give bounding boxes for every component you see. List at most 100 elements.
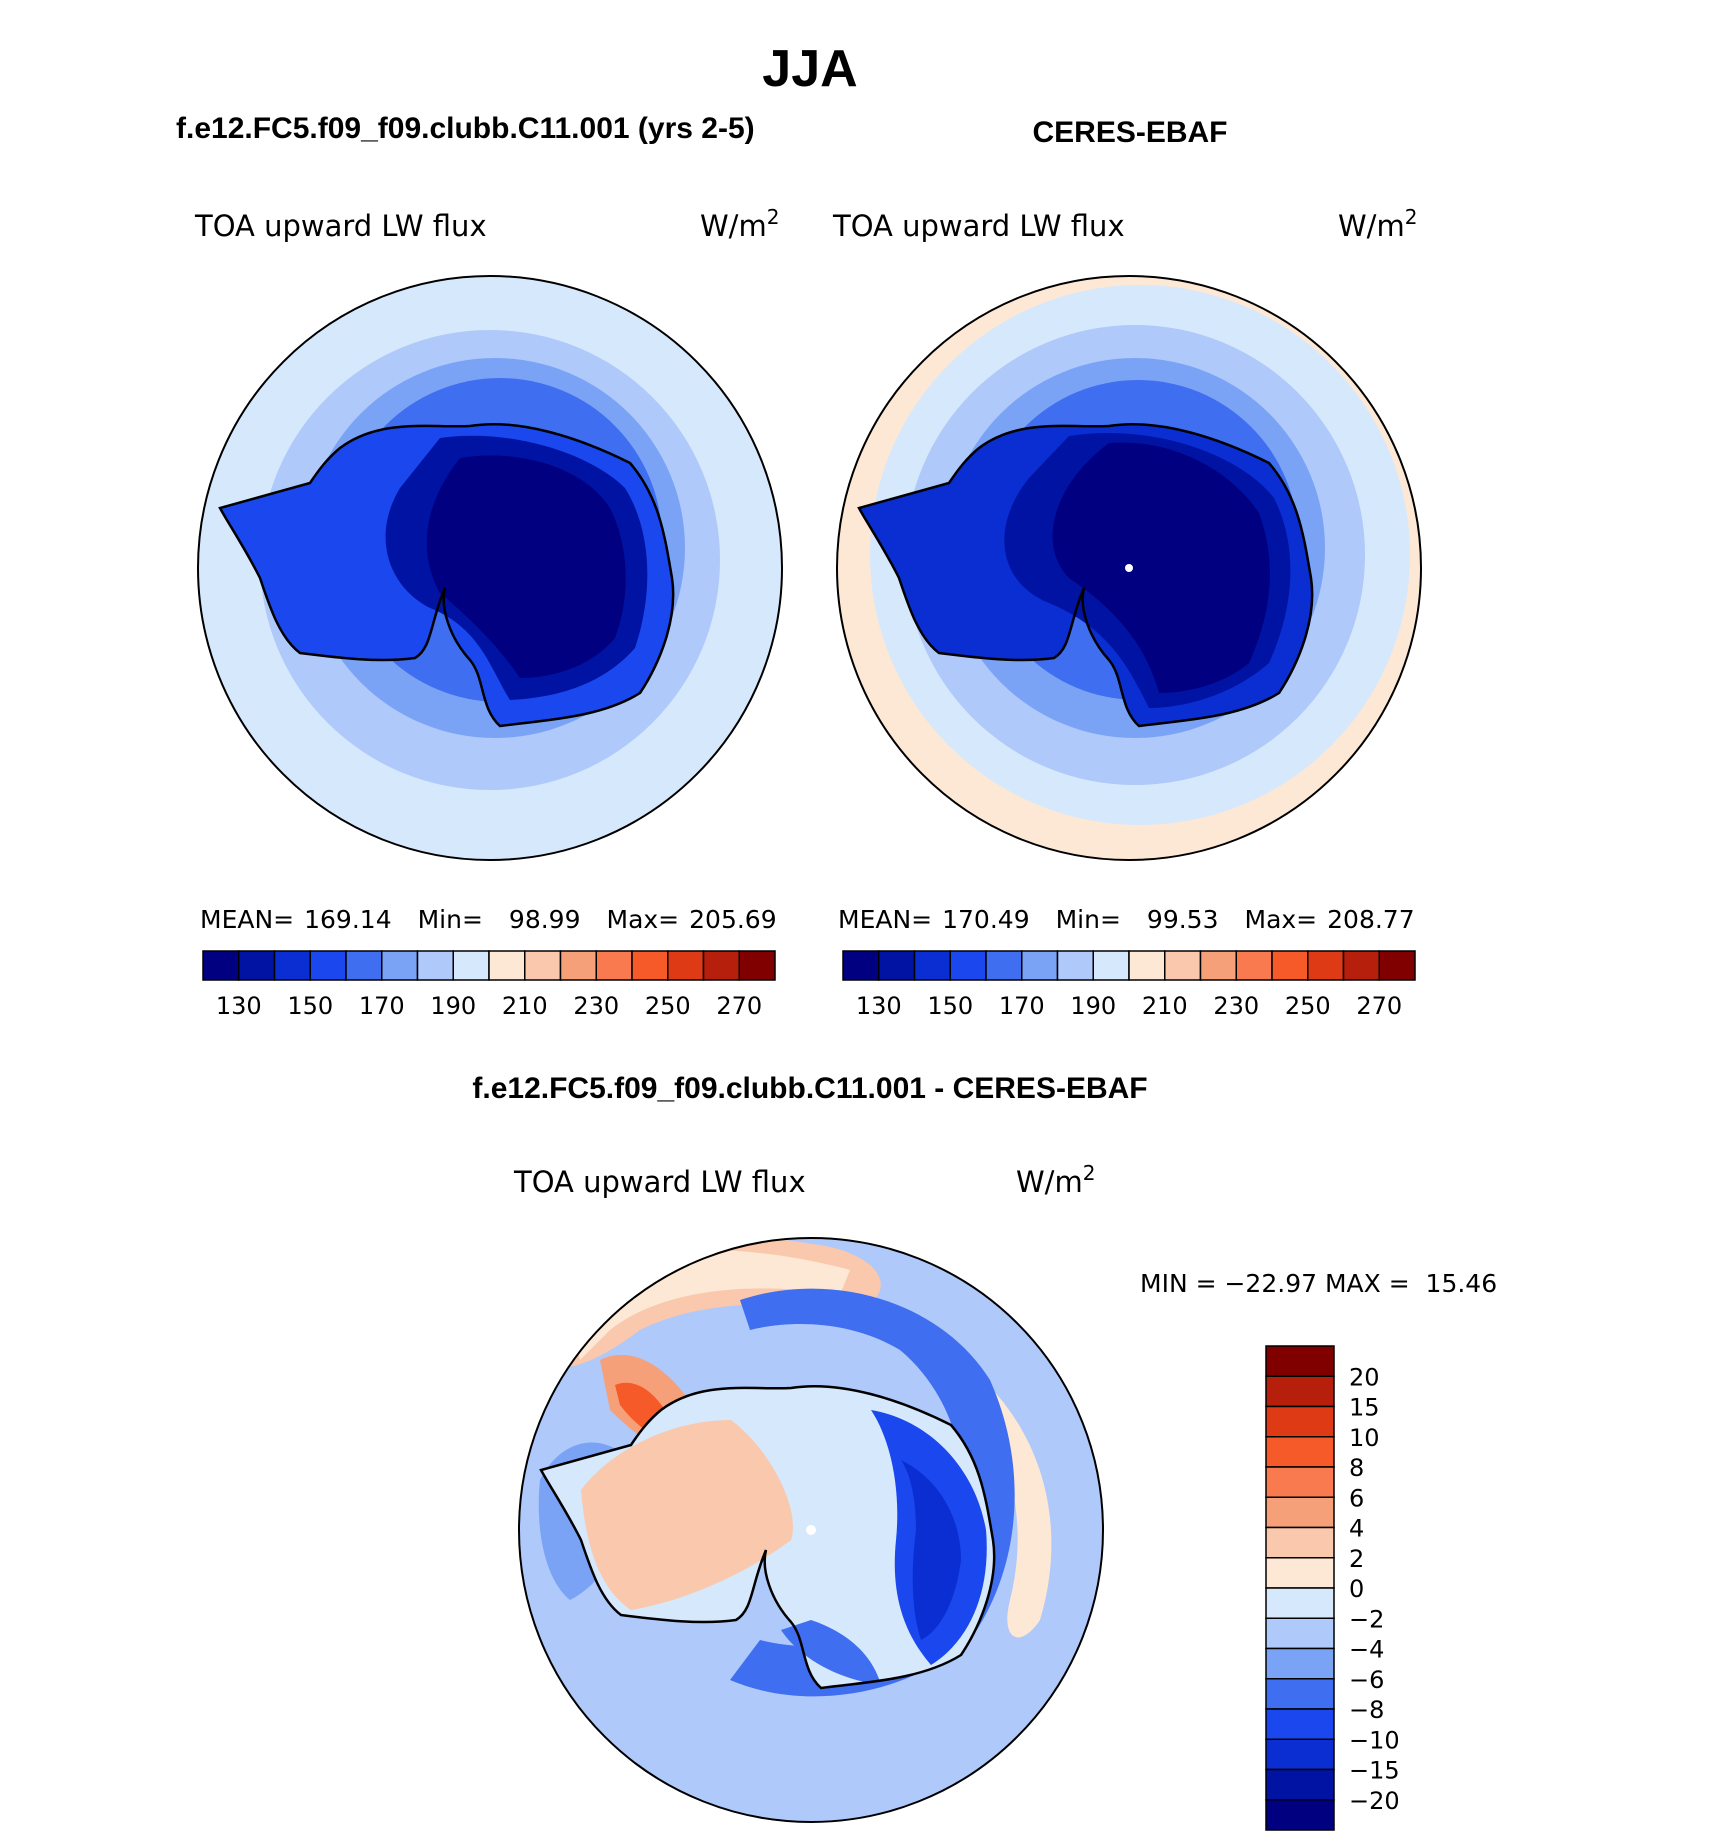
diff-colorbar-tick-label: −2 [1349, 1605, 1384, 1633]
model-colorbar-box-6 [416, 950, 454, 981]
diff-colorbar-box-5 [1265, 1496, 1335, 1529]
diff-panel: TOA upward LW flux W/m2 MIN = −22.97 MAX… [513, 1161, 1497, 1831]
model-colorbar-box-10 [559, 950, 597, 981]
model-units-label: W/m2 [700, 205, 779, 243]
diff-colorbar-box-0 [1265, 1345, 1335, 1377]
model-plateau-core [426, 455, 626, 678]
model-colorbar-tick-label: 170 [359, 992, 405, 1020]
diff-colorbar-box-11 [1265, 1678, 1335, 1710]
diff-cool-ross-sector [781, 1620, 881, 1685]
diff-colorbar-tick-label: 15 [1349, 1394, 1380, 1422]
model-colorbar-tick-label: 130 [216, 992, 262, 1020]
obs-colorbar-box-8 [1128, 950, 1166, 981]
model-colorbar-box-9 [524, 950, 562, 981]
obs-colorbar-box-0 [842, 950, 880, 981]
obs-colorbar-box-2 [913, 950, 951, 981]
diff-colorbar-box-10 [1265, 1647, 1335, 1680]
diff-colorbar-tick-label: 0 [1349, 1575, 1364, 1603]
model-panel-title: f.e12.FC5.f09_f09.clubb.C11.001 (yrs 2-5… [176, 112, 755, 145]
diff-colorbar-box-6 [1265, 1526, 1335, 1559]
diff-warm-west-antarctica [581, 1420, 793, 1610]
obs-colorbar-box-7 [1092, 950, 1130, 981]
obs-colorbar-box-3 [949, 950, 987, 981]
obs-panel: TOA upward LW flux W/m2 MEAN= 170.49 Min= 9… [832, 205, 1422, 1020]
model-colorbar-box-1 [238, 950, 276, 981]
model-colorbar-box-0 [202, 950, 240, 981]
diff-colorbar-box-15 [1265, 1799, 1335, 1831]
diff-colorbar-box-13 [1265, 1738, 1335, 1771]
model-colorbar-box-5 [381, 950, 419, 981]
obs-stats: MEAN= 170.49 Min= 99.53 Max= 208.77 [838, 905, 1415, 934]
obs-colorbar-box-11 [1235, 950, 1273, 981]
diff-map [519, 1238, 1103, 1822]
diff-colorbar-box-9 [1265, 1617, 1335, 1650]
obs-colorbar-tick-label: 210 [1142, 992, 1188, 1020]
diff-colorbar-tick-label: −15 [1349, 1757, 1400, 1785]
diff-map-border [518, 1237, 1104, 1823]
diff-stats: MIN = −22.97 MAX = 15.46 [1140, 1269, 1497, 1298]
model-colorbar-box-15 [738, 950, 776, 981]
diff-colorbar-tick-label: −8 [1349, 1696, 1384, 1724]
diff-pole-marker [806, 1525, 816, 1535]
diff-colorbar-box-3 [1265, 1436, 1335, 1468]
obs-variable-label: TOA upward LW flux [832, 209, 1125, 243]
diff-colorbar-box-8 [1265, 1587, 1335, 1619]
obs-colorbar-box-1 [878, 950, 916, 981]
diff-variable-label: TOA upward LW flux [513, 1165, 806, 1199]
model-colorbar-box-7 [452, 950, 490, 981]
obs-colorbar-box-14 [1342, 950, 1380, 981]
obs-plateau-core [1052, 442, 1270, 693]
diff-warm-east-arc [960, 1360, 1052, 1638]
model-colorbar-box-13 [667, 950, 705, 981]
diff-colorbar-tick-label: 8 [1349, 1454, 1364, 1482]
model-colorbar-tick-label: 270 [716, 992, 762, 1020]
obs-map-border [836, 275, 1422, 861]
diff-colorbar-tick-label: −4 [1349, 1636, 1384, 1664]
model-map-border [197, 275, 783, 861]
diff-colorbar-tick-label: 6 [1349, 1484, 1364, 1512]
model-colorbar-box-3 [309, 950, 347, 981]
obs-colorbar-box-13 [1307, 950, 1345, 981]
obs-units-label: W/m2 [1338, 205, 1417, 243]
diff-cool-east-core [901, 1460, 961, 1640]
obs-colorbar-box-9 [1164, 950, 1202, 981]
obs-colorbar-tick-label: 190 [1070, 992, 1116, 1020]
model-colorbar-box-8 [488, 950, 526, 981]
obs-colorbar-tick-label: 150 [927, 992, 973, 1020]
model-colorbar: 130 150 170 190 210 230 250 270 [202, 950, 776, 1020]
diff-colorbar-box-2 [1265, 1405, 1335, 1438]
obs-colorbar-tick-label: 170 [999, 992, 1045, 1020]
model-variable-label: TOA upward LW flux [194, 209, 487, 243]
model-colorbar-box-12 [631, 950, 669, 981]
season-title: JJA [762, 40, 857, 98]
obs-colorbar-box-4 [985, 950, 1023, 981]
obs-colorbar-box-6 [1056, 950, 1094, 981]
diff-colorbar-box-1 [1265, 1375, 1335, 1408]
model-map [198, 276, 782, 860]
model-panel: TOA upward LW flux W/m2 MEAN= 169.14 Min= 9… [194, 205, 783, 1020]
model-stats: MEAN= 169.14 Min= 98.99 Max= 205.69 [200, 905, 777, 934]
diff-colorbar-tick-label: 10 [1349, 1424, 1380, 1452]
model-colorbar-tick-label: 210 [502, 992, 548, 1020]
obs-colorbar-tick-label: 230 [1213, 992, 1259, 1020]
obs-colorbar-box-12 [1271, 950, 1309, 981]
model-colorbar-box-14 [702, 950, 740, 981]
diff-colorbar-box-12 [1265, 1708, 1335, 1740]
diff-colorbar-tick-label: −10 [1349, 1726, 1400, 1754]
diff-panel-title: f.e12.FC5.f09_f09.clubb.C11.001 - CERES-… [472, 1072, 1147, 1105]
obs-map [837, 276, 1421, 860]
diff-colorbar-tick-label: −6 [1349, 1666, 1384, 1694]
obs-colorbar-tick-label: 250 [1285, 992, 1331, 1020]
model-colorbar-tick-label: 230 [573, 992, 619, 1020]
obs-panel-title: CERES-EBAF [1032, 116, 1227, 149]
diff-units-label: W/m2 [1016, 1161, 1095, 1199]
obs-colorbar-box-5 [1021, 950, 1059, 981]
model-colorbar-box-11 [595, 950, 633, 981]
model-colorbar-box-4 [345, 950, 383, 981]
diff-colorbar-tick-label: 2 [1349, 1545, 1364, 1573]
model-colorbar-tick-label: 250 [645, 992, 691, 1020]
model-colorbar-tick-label: 150 [287, 992, 333, 1020]
obs-colorbar-box-15 [1378, 950, 1416, 981]
